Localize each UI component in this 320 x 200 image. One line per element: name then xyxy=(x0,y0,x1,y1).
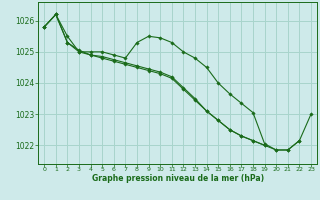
X-axis label: Graphe pression niveau de la mer (hPa): Graphe pression niveau de la mer (hPa) xyxy=(92,174,264,183)
